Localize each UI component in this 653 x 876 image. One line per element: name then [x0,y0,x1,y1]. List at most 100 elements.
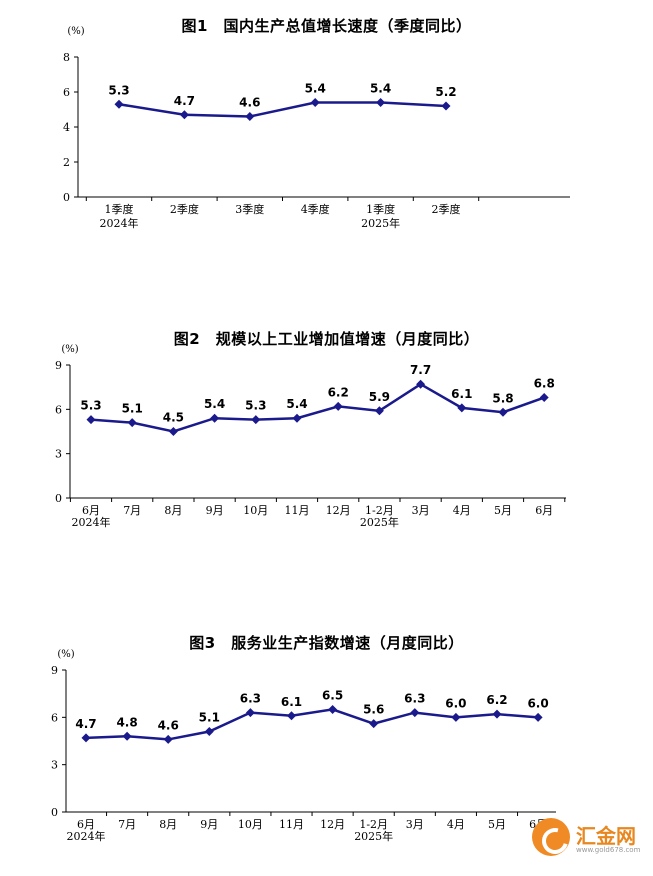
x-tick-label: 10月 [243,504,268,517]
data-label: 6.1 [451,387,472,401]
data-label: 6.5 [322,688,343,702]
x-tick-label: 8月 [164,504,182,517]
x-tick-label: 1-2月 [365,504,394,517]
y-unit-label: (%) [67,26,84,37]
data-label: 5.1 [199,711,220,725]
x-tick-label: 8月 [159,818,177,831]
data-point [539,393,549,403]
data-label: 4.6 [158,718,179,732]
data-point [333,401,343,411]
data-label: 4.7 [75,717,96,731]
data-point [163,734,173,744]
x-tick-label: 11月 [285,504,310,517]
y-tick-label: 9 [55,359,62,372]
x-tick-label: 3月 [412,504,430,517]
x-tick-label: 12月 [320,818,345,831]
data-point [533,712,543,722]
y-tick-label: 3 [51,759,58,772]
watermark-url: www.gold678.com [576,846,641,854]
data-point [416,379,426,389]
data-label: 6.2 [328,385,349,399]
data-point [328,704,338,714]
x-year-label: 2024年 [100,216,139,230]
data-label: 4.7 [174,94,195,108]
data-label: 5.4 [370,82,391,96]
data-label: 6.0 [527,696,548,710]
data-label: 6.8 [534,377,555,391]
data-label: 4.8 [116,715,137,729]
data-label: 5.4 [286,397,307,411]
logo-icon [532,818,573,859]
data-point [127,418,137,428]
data-label: 5.8 [492,391,513,405]
series-line [85,708,539,741]
data-label: 5.3 [108,83,129,97]
data-label: 5.3 [245,399,266,413]
y-tick-label: 2 [63,156,70,169]
data-label: 5.6 [363,703,384,717]
data-point [410,708,420,718]
x-year-label: 2024年 [67,829,106,843]
data-point [81,733,91,743]
data-label: 5.9 [369,390,390,404]
x-tick-label: 7月 [123,504,141,517]
x-tick-label: 2季度 [170,202,199,216]
x-tick-label: 6月 [82,504,100,517]
chart-title: 图3 服务业生产指数增速（月度同比） [189,634,464,652]
data-label: 4.6 [239,96,260,110]
chart-industrial: 图2 规模以上工业增加值增速（月度同比） (%) 0 3 6 9 6月 2024年 7月 8月 9… [55,330,566,529]
y-unit-label: (%) [61,344,78,355]
x-tick-label: 2季度 [432,202,461,216]
x-tick-label: 11月 [279,818,304,831]
data-point [451,712,461,722]
data-point [114,99,124,109]
chart-gdp: 图1 国内生产总值增长速度（季度同比） (%) 0 2 4 6 8 1季度 2024年 2季度 3… [0,0,653,250]
y-unit-label: (%) [57,649,74,660]
data-point [168,427,178,436]
data-point [310,98,320,107]
x-tick-label: 5月 [494,504,512,517]
x-tick-label: 6月 [535,504,553,517]
data-point [498,407,508,417]
x-tick-label: 4月 [447,818,465,831]
data-label: 5.4 [204,397,225,411]
y-tick-label: 8 [63,51,70,64]
data-label: 6.1 [281,695,302,709]
data-label: 4.5 [163,411,184,425]
x-year-label: 2025年 [360,515,399,529]
data-label: 5.2 [435,85,456,99]
x-tick-label: 12月 [326,504,351,517]
data-point [457,403,467,413]
x-tick-label: 5月 [488,818,506,831]
data-point [251,415,261,425]
data-label: 6.3 [404,692,425,706]
y-tick-label: 6 [63,86,70,99]
data-label: 6.3 [240,692,261,706]
x-tick-label: 9月 [200,818,218,831]
data-point [122,731,132,741]
data-label: 5.3 [80,399,101,413]
y-tick-label: 3 [55,448,62,461]
x-tick-label: 1-2月 [359,818,388,831]
x-tick-label: 6月 [77,818,95,831]
y-tick-label: 6 [51,711,58,724]
data-point [86,415,96,425]
x-tick-label: 9月 [206,504,224,517]
x-tick-label: 4月 [453,504,471,517]
x-year-label: 2024年 [72,515,111,529]
x-tick-label: 1季度 [366,202,395,216]
x-tick-label: 1季度 [105,202,134,216]
data-point [369,719,379,729]
series-line [90,382,545,433]
chart-title: 图2 规模以上工业增加值增速（月度同比） [173,330,480,348]
data-label: 6.0 [445,696,466,710]
data-point [179,110,189,120]
data-point [210,413,220,423]
y-tick-label: 0 [63,191,70,204]
x-tick-label: 4季度 [301,202,330,216]
data-point [492,709,502,719]
